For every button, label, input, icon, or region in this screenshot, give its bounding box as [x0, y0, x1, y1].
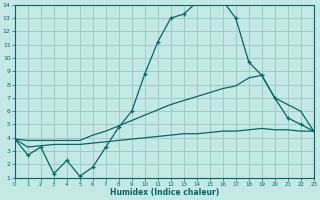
- X-axis label: Humidex (Indice chaleur): Humidex (Indice chaleur): [110, 188, 219, 197]
